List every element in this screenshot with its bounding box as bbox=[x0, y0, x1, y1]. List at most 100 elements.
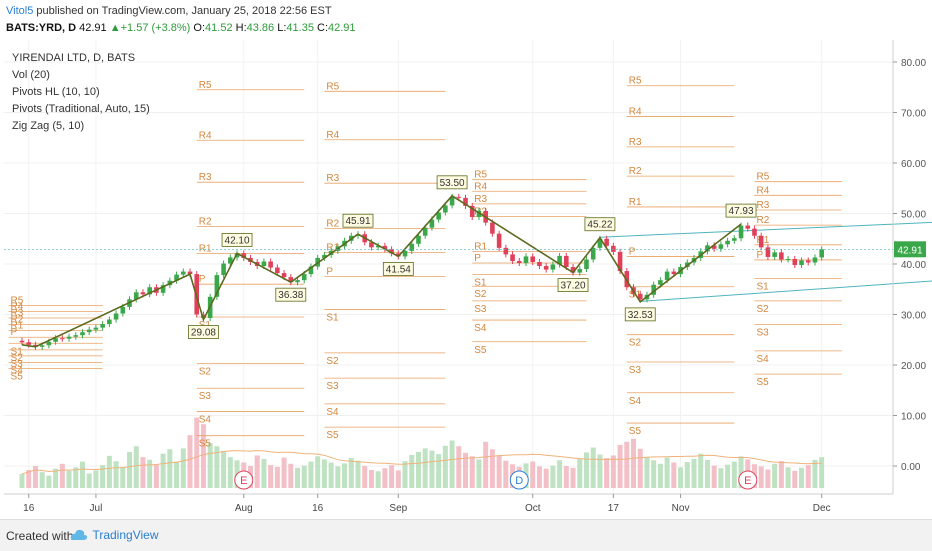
low-label: L: bbox=[277, 22, 287, 34]
pivot-label-r5: R5 bbox=[326, 81, 339, 92]
candle-body bbox=[187, 271, 193, 275]
y-tick-label: 70.00 bbox=[901, 109, 926, 120]
pivot-label-r2: R2 bbox=[756, 215, 769, 226]
legend-item-zigzag[interactable]: Zig Zag (5, 10) bbox=[12, 120, 85, 132]
zigzag-line bbox=[21, 194, 742, 348]
volume-bar bbox=[93, 470, 99, 488]
quote-line: BATS:YRD, D 42.91 ▲+1.57 (+3.8%) O:41.52… bbox=[6, 22, 356, 34]
candle-body bbox=[745, 225, 751, 229]
volume-bar bbox=[503, 460, 509, 488]
candle-body bbox=[611, 245, 616, 252]
volume-bar bbox=[301, 465, 307, 488]
volume-bar bbox=[550, 465, 556, 488]
volume-bar bbox=[415, 451, 421, 488]
volume-bar bbox=[436, 454, 442, 488]
volume-bar bbox=[288, 463, 294, 488]
candle-body bbox=[180, 271, 186, 275]
legend-item-pivots-traditional[interactable]: Pivots (Traditional, Auto, 15) bbox=[12, 103, 150, 115]
volume-bar bbox=[368, 469, 374, 488]
volume-bar bbox=[631, 438, 637, 488]
candle-body bbox=[53, 338, 58, 342]
y-tick-label: 10.00 bbox=[901, 412, 926, 423]
candle-body bbox=[456, 196, 462, 198]
legend-item-pivots-hl[interactable]: Pivots HL (10, 10) bbox=[12, 86, 100, 98]
volume-bar bbox=[671, 462, 677, 488]
volume-bar bbox=[476, 459, 482, 488]
pivot-label-s5: S5 bbox=[629, 426, 642, 437]
volume-bar bbox=[402, 461, 408, 488]
volume-bar bbox=[644, 457, 650, 488]
candle-body bbox=[523, 256, 529, 263]
volume-bar bbox=[604, 458, 610, 488]
x-tick-label: 17 bbox=[608, 503, 620, 514]
pivot-hl-value: 29.08 bbox=[191, 328, 216, 339]
pivot-label-s3: S3 bbox=[11, 359, 24, 370]
volume-bar bbox=[200, 424, 206, 488]
candle-body bbox=[765, 247, 771, 257]
candle-body bbox=[577, 269, 583, 273]
y-tick-label: 40.00 bbox=[901, 260, 926, 271]
volume-bar bbox=[153, 464, 159, 488]
candle-body bbox=[396, 253, 401, 257]
volume-bar bbox=[483, 441, 489, 488]
x-tick-label: Jul bbox=[90, 503, 103, 514]
candle-body bbox=[174, 274, 179, 281]
volume-bar bbox=[281, 457, 287, 488]
pivot-hl-value: 47.93 bbox=[729, 206, 754, 217]
pivot-hl-value: 32.53 bbox=[628, 310, 653, 321]
volume-bar bbox=[429, 450, 435, 488]
price-chart[interactable]: R5R4R3R2R1PS1S2S3S4S5R5R4R3R2R1PS1S2S3S4… bbox=[0, 40, 932, 518]
pivot-label-r3: R3 bbox=[199, 172, 212, 183]
y-tick-label: 60.00 bbox=[901, 159, 926, 170]
candle-body bbox=[416, 235, 421, 244]
open-label: O: bbox=[193, 22, 206, 34]
volume-bar bbox=[53, 468, 59, 488]
pivot-hl-label: 37.20 bbox=[557, 278, 589, 292]
candle-body bbox=[705, 245, 710, 252]
candle-body bbox=[490, 222, 495, 234]
candle-body bbox=[375, 245, 381, 248]
pivot-label-r5: R5 bbox=[474, 170, 487, 181]
candle-body bbox=[792, 258, 798, 266]
pivot-label-r3: R3 bbox=[629, 137, 642, 148]
pivot-hl-value: 45.22 bbox=[587, 220, 612, 231]
trend-line-upper bbox=[599, 221, 932, 238]
pivot-label-s4: S4 bbox=[756, 354, 769, 365]
candle-body bbox=[281, 273, 287, 278]
candle-body bbox=[617, 251, 623, 272]
candle-body bbox=[732, 238, 737, 241]
pivot-label-r1: R1 bbox=[326, 242, 339, 253]
pivot-label-r2: R2 bbox=[629, 166, 642, 177]
volume-bar bbox=[389, 465, 395, 488]
pivot-label-r4: R4 bbox=[474, 181, 487, 192]
pivot-label-r3: R3 bbox=[11, 308, 24, 319]
pivot-hl-box bbox=[342, 213, 374, 228]
candle-body bbox=[496, 233, 502, 248]
candle-body bbox=[214, 275, 220, 297]
pivot-label-r1: R1 bbox=[199, 243, 212, 254]
pivot-hl-box bbox=[221, 232, 253, 247]
volume-bar bbox=[261, 458, 267, 488]
candle-body bbox=[160, 285, 166, 293]
candle-body bbox=[389, 249, 394, 254]
volume-bar bbox=[39, 472, 45, 488]
candle-body bbox=[564, 255, 569, 268]
volume-bar bbox=[79, 461, 85, 488]
pivot-hl-box bbox=[436, 175, 468, 190]
pivot-label-p: P bbox=[199, 274, 206, 285]
legend-item-volume[interactable]: Vol (20) bbox=[12, 69, 50, 81]
author-link[interactable]: Vitol5 bbox=[6, 5, 34, 17]
volume-bar bbox=[624, 441, 630, 488]
pivot-hl-label: 36.38 bbox=[275, 287, 307, 302]
x-tick-label: Aug bbox=[235, 503, 253, 514]
volume-bar bbox=[315, 456, 321, 488]
candle-body bbox=[140, 292, 146, 295]
x-tick-label: Dec bbox=[813, 503, 831, 514]
volume-bar bbox=[691, 458, 697, 488]
tradingview-logo[interactable]: TradingView bbox=[70, 526, 159, 544]
candle-body bbox=[779, 252, 784, 260]
candle-body bbox=[516, 260, 522, 263]
volume-bar bbox=[449, 440, 455, 488]
pivot-label-r5: R5 bbox=[756, 172, 769, 183]
pivot-label-s3: S3 bbox=[326, 381, 339, 392]
